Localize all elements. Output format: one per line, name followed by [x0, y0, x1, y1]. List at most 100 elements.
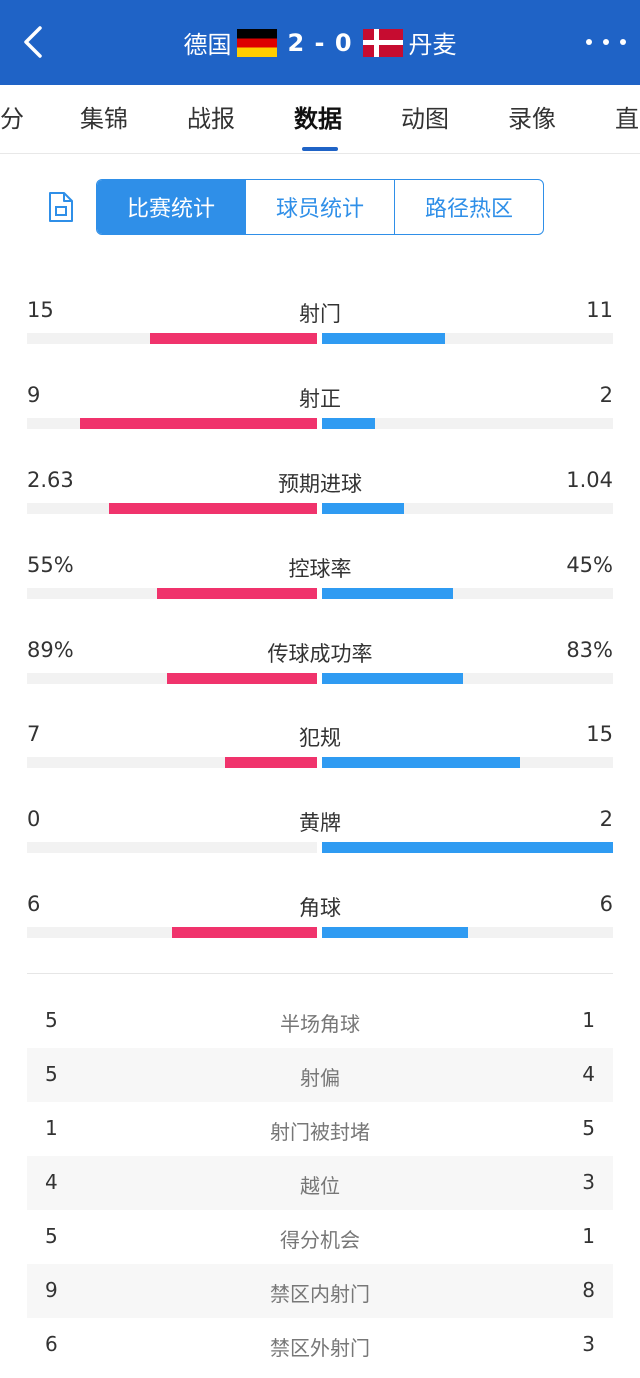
back-arrow-icon[interactable] [14, 22, 54, 62]
row-label: 得分机会 [280, 1228, 360, 1252]
away-value: 1 [582, 1224, 595, 1248]
away-team-name: 丹麦 [408, 31, 457, 59]
away-value: 3 [582, 1170, 595, 1194]
away-stat-bar [322, 333, 445, 344]
home-stat-value: 7 [27, 722, 41, 746]
germany-flag-icon [237, 28, 278, 57]
stat-row: 89% 传球成功率 83% [0, 638, 640, 708]
home-stat-bar [109, 503, 317, 514]
away-bar-track [322, 333, 613, 344]
away-stat-value: 6 [599, 892, 613, 916]
home-stat-bar [150, 333, 317, 344]
match-header: 德国 2 - 0 丹麦 [0, 0, 640, 85]
home-stat-bar [80, 418, 317, 429]
home-value: 5 [45, 1008, 58, 1032]
tab-data[interactable]: 数据 [294, 105, 342, 133]
tab-bar: 分 集锦 战报 数据 动图 录像 直 [0, 85, 640, 154]
stat-row: 7 犯规 15 [0, 722, 640, 792]
table-row: 4 越位 3 [27, 1156, 613, 1210]
stat-row: 15 射门 11 [0, 298, 640, 368]
section-divider [27, 973, 613, 974]
away-stat-value: 83% [566, 638, 613, 662]
active-tab-indicator [302, 147, 338, 151]
away-value: 1 [582, 1008, 595, 1032]
home-value: 9 [45, 1278, 58, 1302]
away-stat-bar [322, 588, 453, 599]
home-bar-track [27, 757, 317, 768]
home-stat-bar [167, 673, 317, 684]
match-score: 2 - 0 [287, 28, 353, 57]
away-value: 8 [582, 1278, 595, 1302]
table-row: 9 禁区内射门 8 [27, 1264, 613, 1318]
home-stat-bar [157, 588, 317, 599]
away-value: 3 [582, 1332, 595, 1356]
stat-label: 射门 [299, 302, 341, 326]
row-label: 射门被封堵 [270, 1120, 370, 1144]
away-stat-value: 2 [599, 383, 613, 407]
tab-live-partial[interactable]: 直 [615, 105, 639, 133]
tab-highlights[interactable]: 集锦 [80, 105, 128, 133]
row-label: 禁区内射门 [270, 1282, 370, 1306]
stat-label: 预期进球 [278, 472, 362, 496]
stat-label: 射正 [299, 387, 341, 411]
home-stat-value: 2.63 [27, 468, 74, 492]
home-stat-value: 0 [27, 807, 41, 831]
home-stat-value: 15 [27, 298, 54, 322]
segment-heatmap[interactable]: 路径热区 [394, 180, 543, 234]
away-bar-track [322, 673, 613, 684]
table-row: 5 半场角球 1 [27, 994, 613, 1048]
away-bar-track [322, 588, 613, 599]
home-value: 1 [45, 1116, 58, 1140]
table-row: 5 得分机会 1 [27, 1210, 613, 1264]
home-team-name: 德国 [183, 31, 232, 59]
away-stat-bar [322, 418, 375, 429]
export-document-icon[interactable] [44, 190, 78, 224]
row-label: 半场角球 [280, 1012, 360, 1036]
home-stat-value: 55% [27, 553, 74, 577]
home-value: 5 [45, 1224, 58, 1248]
home-stat-bar [225, 757, 317, 768]
away-stat-value: 15 [586, 722, 613, 746]
away-stat-value: 2 [599, 807, 613, 831]
denmark-flag-icon [362, 28, 403, 57]
home-value: 6 [45, 1332, 58, 1356]
away-stat-bar [322, 503, 404, 514]
stats-segment-control: 比赛统计 球员统计 路径热区 [96, 179, 544, 235]
row-label: 禁区外射门 [270, 1336, 370, 1360]
stat-label: 犯规 [299, 726, 341, 750]
stat-row: 55% 控球率 45% [0, 553, 640, 623]
away-value: 5 [582, 1116, 595, 1140]
away-stat-bar [322, 842, 613, 853]
match-title: 德国 2 - 0 丹麦 [0, 0, 640, 85]
home-stat-value: 9 [27, 383, 41, 407]
away-stat-bar [322, 757, 520, 768]
away-stat-value: 11 [586, 298, 613, 322]
away-bar-track [322, 503, 613, 514]
home-value: 4 [45, 1170, 58, 1194]
stat-label: 控球率 [288, 557, 352, 581]
row-label: 射偏 [300, 1066, 340, 1090]
stat-row: 2.63 预期进球 1.04 [0, 468, 640, 538]
home-stat-value: 6 [27, 892, 41, 916]
table-row: 1 射门被封堵 5 [27, 1102, 613, 1156]
away-stat-value: 1.04 [566, 468, 613, 492]
home-value: 5 [45, 1062, 58, 1086]
stat-label: 传球成功率 [267, 642, 373, 666]
segment-player-stats[interactable]: 球员统计 [245, 180, 394, 234]
stat-row: 6 角球 6 [0, 892, 640, 962]
home-bar-track [27, 842, 317, 853]
home-stat-bar [172, 927, 317, 938]
more-options-icon[interactable] [586, 28, 626, 56]
stat-label: 角球 [299, 896, 341, 920]
tab-gifs[interactable]: 动图 [401, 105, 449, 133]
tab-report[interactable]: 战报 [187, 105, 235, 133]
stat-label: 黄牌 [299, 811, 341, 835]
tab-replay[interactable]: 录像 [508, 105, 556, 133]
away-value: 4 [582, 1062, 595, 1086]
away-stat-value: 45% [566, 553, 613, 577]
table-row: 6 禁区外射门 3 [27, 1318, 613, 1372]
away-stat-bar [322, 927, 468, 938]
away-bar-track [322, 418, 613, 429]
segment-match-stats[interactable]: 比赛统计 [97, 180, 245, 234]
tab-score-partial[interactable]: 分 [0, 105, 24, 133]
